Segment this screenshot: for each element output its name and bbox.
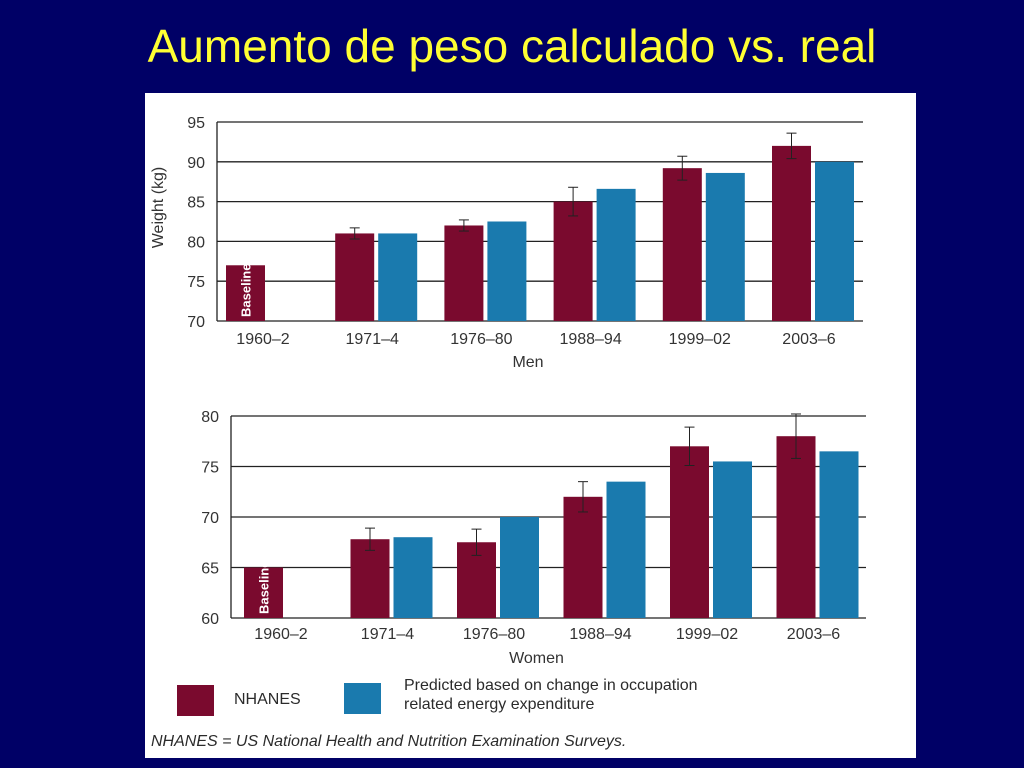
men-bar-nhanes [662, 168, 702, 321]
men-category-label: 2003–6 [782, 331, 835, 348]
legend-label-nhanes: NHANES [234, 691, 301, 708]
legend-swatch-predicted [344, 683, 381, 714]
women-ytick-label: 80 [201, 409, 219, 426]
men-category-label: 1976–80 [450, 331, 512, 348]
men-ytick-label: 70 [187, 314, 205, 331]
men-x-axis-label: Men [512, 354, 543, 371]
women-ytick-label: 60 [201, 611, 219, 628]
men-category-label: 1988–94 [559, 331, 621, 348]
women-category-label: 2003–6 [787, 626, 840, 643]
women-bar-predicted [713, 461, 752, 618]
men-ytick-label: 85 [187, 195, 205, 212]
women-baseline-label: Baseline [257, 561, 272, 614]
women-bar-nhanes [350, 539, 390, 618]
men-ytick-label: 95 [187, 115, 205, 132]
women-category-label: 1999–02 [676, 626, 738, 643]
men-category-label: 1971–4 [346, 331, 399, 348]
legend-swatch-nhanes [177, 685, 214, 716]
men-category-label: 1960–2 [236, 331, 289, 348]
men-bar-predicted [705, 172, 745, 321]
legend-label-predicted-line2: related energy expenditure [404, 696, 595, 713]
women-x-axis-label: Women [509, 650, 564, 667]
women-bar-nhanes [776, 436, 816, 618]
women-ytick-label: 75 [201, 460, 219, 477]
men-bar-nhanes [772, 145, 811, 321]
women-bar-predicted [393, 537, 433, 618]
women-bar-nhanes [563, 496, 603, 618]
charts-svg: 70 75 80 85 90 95 Baseline 1960–2 1971–4 1976–80 1… [150, 115, 866, 667]
women-ytick-label: 65 [201, 561, 219, 578]
men-bar-nhanes [553, 201, 593, 321]
men-category-label: 1999–02 [669, 331, 731, 348]
men-bar-predicted [487, 221, 527, 321]
men-bar-nhanes [335, 233, 375, 321]
men-bar-predicted [378, 233, 418, 321]
men-ytick-label: 90 [187, 155, 205, 172]
men-bar-predicted [815, 161, 854, 321]
women-bar-nhanes [244, 567, 283, 618]
women-bar-predicted [500, 517, 539, 618]
women-bar-predicted [606, 481, 646, 618]
men-bar-nhanes [226, 265, 265, 321]
women-bar-predicted [819, 451, 859, 618]
footnote: NHANES = US National Health and Nutritio… [151, 733, 627, 750]
men-baseline-label: Baseline [239, 264, 254, 317]
legend-label-predicted-line1: Predicted based on change in occupation [404, 677, 698, 694]
women-category-label: 1976–80 [463, 626, 525, 643]
women-category-label: 1971–4 [361, 626, 414, 643]
women-ytick-label: 70 [201, 510, 219, 527]
women-bar-nhanes [670, 446, 709, 618]
men-y-axis-label: Weight (kg) [150, 167, 167, 249]
slide-title: Aumento de peso calculado vs. real [147, 20, 877, 72]
men-bar-nhanes [444, 225, 484, 321]
men-ytick-label: 80 [187, 234, 205, 251]
women-category-label: 1960–2 [254, 626, 307, 643]
men-ytick-label: 75 [187, 274, 205, 291]
women-category-label: 1988–94 [569, 626, 631, 643]
men-bar-predicted [596, 188, 636, 321]
chart-figure: 70 75 80 85 90 95 Baseline 1960–2 1971–4 1976–80 1… [145, 93, 916, 758]
